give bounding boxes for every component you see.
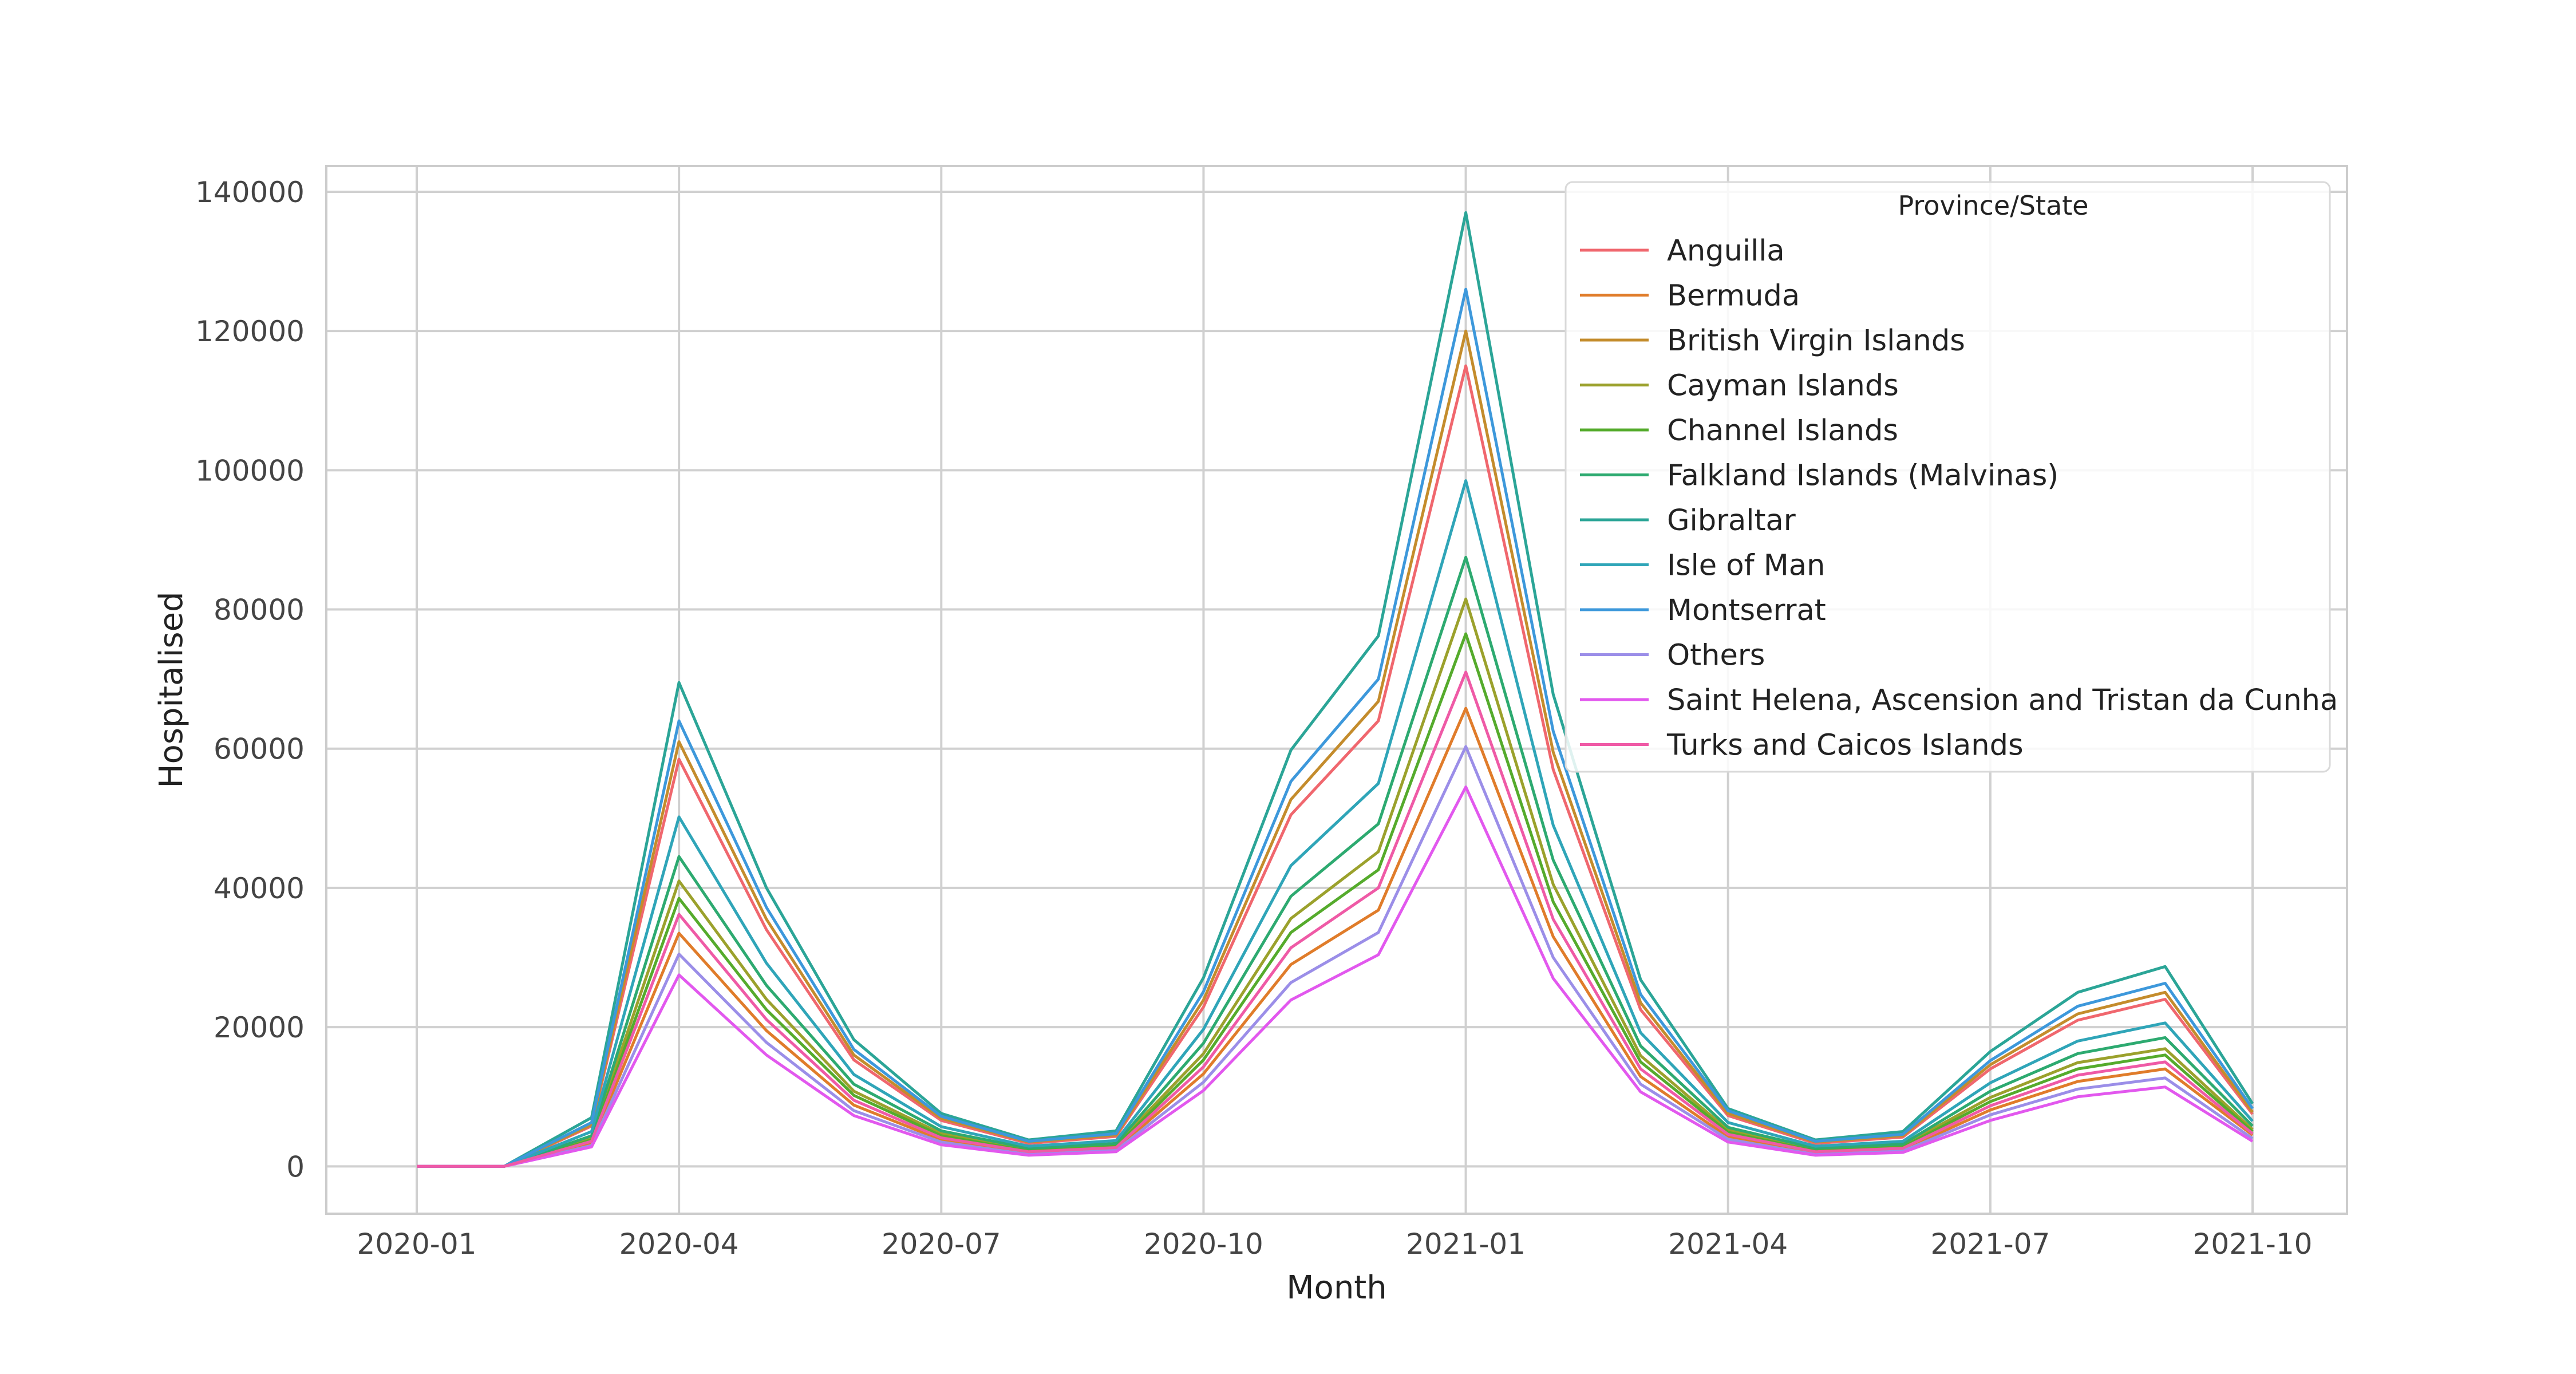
legend-label: Gibraltar [1667, 504, 1796, 538]
y-tick-label: 40000 [214, 872, 305, 905]
legend-item-isle-of-man: Isle of Man [1580, 549, 1825, 583]
legend-item-channel-islands: Channel Islands [1580, 414, 1898, 448]
legend-box [1564, 181, 2331, 773]
series-lines [417, 211, 2254, 1168]
x-tick-label: 2021-07 [1930, 1227, 2050, 1261]
legend-item-bermuda: Bermuda [1580, 279, 1800, 313]
legend-label: Others [1667, 639, 1765, 673]
x-tick-label: 2020-10 [1144, 1227, 1263, 1261]
legend-item-anguilla: Anguilla [1580, 234, 1785, 268]
y-tick-label: 20000 [214, 1011, 305, 1044]
legend-items: Anguilla Bermuda British Virgin Islands Cay… [1580, 234, 2338, 763]
legend-label: Anguilla [1667, 234, 1785, 268]
x-tick-label: 2021-01 [1406, 1227, 1526, 1261]
series-line-anguilla [417, 364, 2254, 1168]
legend-label: Channel Islands [1667, 414, 1898, 448]
x-tick-label: 2020-01 [357, 1227, 477, 1261]
y-tick-label: 80000 [214, 594, 305, 627]
series-line-channel-islands [417, 632, 2254, 1168]
legend-item-saint-helena-ascension-and-tristan-da-cunha: Saint Helena, Ascension and Tristan da C… [1580, 684, 2338, 717]
legend-item-montserrat: Montserrat [1580, 594, 1826, 627]
legend-item-turks-and-caicos-islands: Turks and Caicos Islands [1580, 729, 2024, 763]
legend-label: Bermuda [1667, 279, 1800, 313]
tick-labels: 0 20000 40000 60000 80000 100000 120000 140000 2… [195, 176, 2312, 1261]
legend-item-british-virgin-islands: British Virgin Islands [1580, 324, 1965, 358]
series-line-falkland-islands-malvinas [417, 555, 2254, 1168]
legend-label: Montserrat [1667, 594, 1826, 627]
legend: Province/State Anguilla Bermuda British Vi… [1564, 181, 2338, 773]
legend-item-falkland-islands-malvinas: Falkland Islands (Malvinas) [1580, 459, 2059, 493]
legend-label: Falkland Islands (Malvinas) [1667, 459, 2059, 493]
y-tick-label: 120000 [195, 315, 305, 348]
legend-item-others: Others [1580, 639, 1765, 673]
series-line-gibraltar [417, 211, 2254, 1168]
legend-label: Saint Helena, Ascension and Tristan da C… [1667, 684, 2338, 717]
series-line-isle-of-man [417, 479, 2254, 1168]
series-line-turks-and-caicos-islands [417, 670, 2254, 1168]
x-tick-label: 2021-04 [1668, 1227, 1788, 1261]
legend-item-cayman-islands: Cayman Islands [1580, 369, 1899, 403]
x-tick-label: 2020-07 [882, 1227, 1001, 1261]
series-line-bermuda [417, 706, 2254, 1168]
x-axis-label: Month [1286, 1269, 1387, 1306]
legend-item-gibraltar: Gibraltar [1580, 504, 1796, 538]
legend-label: British Virgin Islands [1667, 324, 1965, 358]
legend-label: Cayman Islands [1667, 369, 1899, 403]
y-tick-label: 140000 [195, 176, 305, 209]
legend-label: Isle of Man [1667, 549, 1825, 583]
series-line-others [417, 745, 2254, 1168]
y-tick-label: 60000 [214, 733, 305, 766]
x-tick-label: 2021-10 [2193, 1227, 2313, 1261]
y-tick-label: 100000 [195, 454, 305, 487]
legend-title: Province/State [1898, 190, 2089, 221]
series-line-cayman-islands [417, 597, 2254, 1168]
series-line-british-virgin-islands [417, 329, 2254, 1168]
y-tick-label: 0 [286, 1150, 305, 1183]
series-line-montserrat [417, 287, 2254, 1168]
series-line-saint-helena-ascension-and-tristan-da-cunha [417, 785, 2254, 1168]
plot-frame [325, 165, 2348, 1215]
x-tick-label: 2020-04 [619, 1227, 739, 1261]
legend-label: Turks and Caicos Islands [1666, 729, 2024, 763]
y-axis-label: Hospitalised [153, 591, 190, 788]
